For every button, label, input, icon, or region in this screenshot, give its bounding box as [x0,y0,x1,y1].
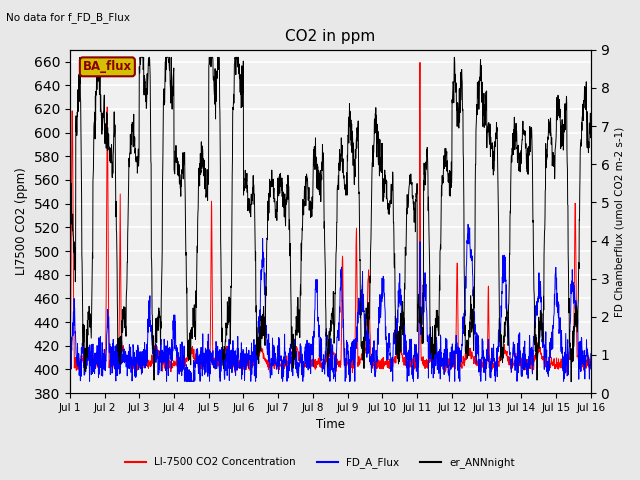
Title: CO2 in ppm: CO2 in ppm [285,29,376,44]
X-axis label: Time: Time [316,419,345,432]
Legend: LI-7500 CO2 Concentration, FD_A_Flux, er_ANNnight: LI-7500 CO2 Concentration, FD_A_Flux, er… [121,453,519,472]
Text: BA_flux: BA_flux [83,60,132,73]
Y-axis label: FD Chamberflux (umol CO2 m-2 s-1): FD Chamberflux (umol CO2 m-2 s-1) [615,126,625,316]
Y-axis label: LI7500 CO2 (ppm): LI7500 CO2 (ppm) [15,168,28,276]
Text: No data for f_FD_B_Flux: No data for f_FD_B_Flux [6,12,131,23]
